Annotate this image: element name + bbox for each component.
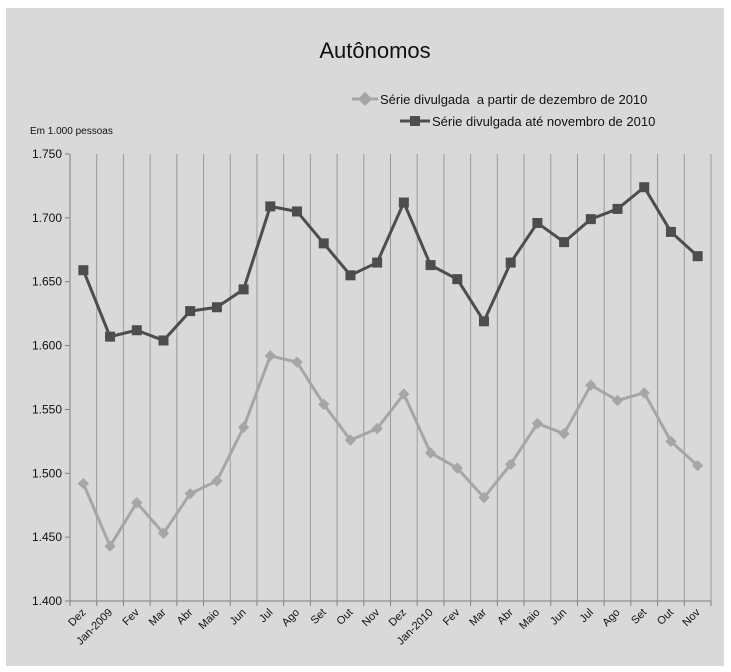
x-tick-label: Jun <box>228 607 249 628</box>
x-tick-label: Mar <box>467 606 489 628</box>
x-tick-label: Jul <box>578 607 596 625</box>
data-point <box>585 379 597 391</box>
data-point <box>237 421 250 433</box>
chart-area: Autônomos Série divulgada a partir de de… <box>6 8 724 666</box>
x-tick-label: Out <box>655 607 676 628</box>
data-point <box>264 350 276 362</box>
data-point <box>665 435 677 448</box>
data-point <box>291 356 303 368</box>
data-point <box>558 428 570 440</box>
x-tick-label: Jun <box>548 607 569 628</box>
data-point <box>559 237 570 248</box>
x-tick-label: Nov <box>680 606 703 629</box>
x-tick-label: Set <box>309 607 329 627</box>
data-point <box>184 488 196 500</box>
data-point <box>318 238 329 249</box>
data-point <box>638 387 650 399</box>
data-point <box>478 491 490 504</box>
data-point <box>612 203 623 214</box>
data-point <box>105 331 116 342</box>
x-tick-label: Dez <box>66 607 88 629</box>
y-tick-label: 1.450 <box>32 530 62 544</box>
data-point <box>585 214 596 225</box>
data-point <box>665 226 676 237</box>
data-point <box>505 458 517 471</box>
unit-label: Em 1.000 pessoas <box>30 126 113 137</box>
data-point <box>158 335 169 346</box>
data-point <box>131 497 143 509</box>
x-tick-label: Jul <box>257 607 275 625</box>
data-point <box>265 201 276 212</box>
y-tick-label: 1.400 <box>32 594 62 608</box>
legend-marker-published-from-dec-2010 <box>357 91 373 107</box>
data-point <box>371 422 383 435</box>
data-point <box>211 475 223 487</box>
data-point <box>398 197 409 208</box>
x-tick-label: Maio <box>197 607 222 632</box>
data-point <box>318 398 330 410</box>
x-tick-label: Set <box>629 607 649 627</box>
series-group <box>77 182 704 552</box>
y-tick-label: 1.700 <box>32 211 62 225</box>
legend-label-published-from-dec-2010: Série divulgada a partir de dezembro de … <box>380 92 647 107</box>
data-point <box>451 462 463 474</box>
data-point <box>157 527 170 539</box>
series-line-0 <box>81 354 699 548</box>
line-chart: Autônomos Série divulgada a partir de de… <box>30 38 712 648</box>
data-point <box>211 302 222 313</box>
x-tick-label: Out <box>335 607 356 628</box>
x-tick-label: Maio <box>517 607 542 632</box>
data-point <box>77 477 90 490</box>
data-point <box>424 447 437 459</box>
data-point <box>292 206 303 217</box>
grid <box>96 154 712 601</box>
x-tick-label: Ago <box>280 607 302 629</box>
legend: Série divulgada a partir de dezembro de … <box>352 91 655 129</box>
data-point <box>398 388 410 400</box>
legend-marker-published-until-nov-2010 <box>410 116 420 126</box>
y-tick-label: 1.500 <box>32 466 62 480</box>
data-point <box>452 274 463 285</box>
data-point <box>639 182 650 193</box>
x-tick-label: Fev <box>441 606 463 628</box>
data-point <box>185 306 196 317</box>
y-tick-label: 1.550 <box>32 402 62 416</box>
data-point <box>425 260 436 271</box>
data-point <box>131 325 142 336</box>
x-tick-label: Abr <box>495 606 516 627</box>
data-point <box>478 316 489 327</box>
data-point <box>691 459 704 472</box>
x-tick-label: Dez <box>387 607 409 629</box>
data-point <box>611 394 624 407</box>
y-tick-label: 1.650 <box>32 275 62 289</box>
x-tick-label: Abr <box>175 606 196 627</box>
y-axis-ticks: 1.400 1.450 1.500 1.550 1.600 1.650 1.700 1.750 <box>32 147 70 608</box>
data-point <box>238 284 249 295</box>
data-point <box>692 251 703 262</box>
x-tick-label: Nov <box>360 606 383 629</box>
x-tick-label: Fev <box>120 606 142 628</box>
data-point <box>532 217 543 228</box>
chart-title: Autônomos <box>319 38 430 63</box>
y-tick-label: 1.600 <box>32 339 62 353</box>
data-point <box>372 257 383 268</box>
y-tick-label: 1.750 <box>32 147 62 161</box>
data-point <box>531 417 544 430</box>
data-point <box>78 265 89 276</box>
data-point <box>505 257 516 268</box>
legend-label-published-until-nov-2010: Série divulgada até novembro de 2010 <box>432 114 655 129</box>
data-point <box>345 270 356 281</box>
x-tick-label: Ago <box>600 607 622 629</box>
x-tick-label: Mar <box>147 606 169 628</box>
data-point <box>344 434 357 446</box>
